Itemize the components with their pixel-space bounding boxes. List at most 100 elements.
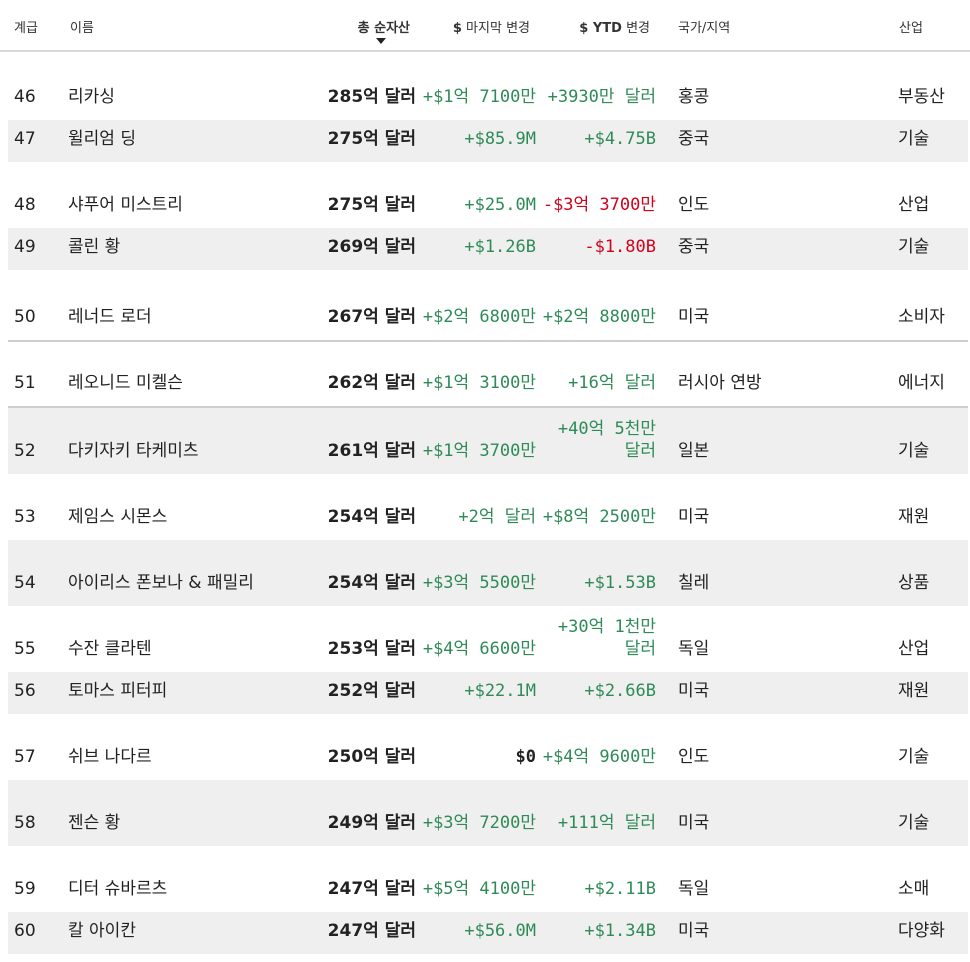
ytd-change-cell: +$4억 9600만 (542, 747, 656, 767)
net-worth-cell: 252억 달러 (327, 681, 416, 701)
industry-cell: 에너지 (898, 373, 945, 393)
country-cell: 미국 (678, 681, 710, 701)
header-ytd-label: 변경 (621, 21, 650, 36)
table-row[interactable]: 60 칼 아이칸 247억 달러 +$56.0M +$1.34B 미국 다양화 (8, 912, 968, 954)
table-row[interactable]: 46 리카싱 285억 달러 +$1억 7100만 +3930만 달러 홍콩 부동산 (8, 54, 968, 120)
rank-cell: 46 (14, 87, 36, 107)
country-cell: 독일 (678, 879, 710, 899)
net-worth-cell: 247억 달러 (327, 921, 416, 941)
last-change-cell: +2억 달러 (458, 507, 536, 527)
net-worth-cell: 247억 달러 (327, 879, 416, 899)
ytd-change-cell: +$1.34B (584, 921, 656, 941)
table-row[interactable]: 59 디터 슈바르츠 247억 달러 +$5억 4100만 +$2.11B 독일 소매 (8, 846, 968, 912)
net-worth-cell: 254억 달러 (327, 573, 416, 593)
name-cell[interactable]: 콜린 황 (68, 237, 121, 257)
last-change-cell: +$22.1M (464, 681, 536, 701)
country-cell: 미국 (678, 307, 710, 327)
rank-cell: 58 (14, 813, 36, 833)
ytd-change-cell: +$2.11B (584, 879, 656, 899)
header-industry[interactable]: 산업 (899, 21, 923, 36)
table-row[interactable]: 52 다키자키 타케미츠 261억 달러 +$1억 3700만 +40억 5천만 달러 일… (8, 406, 968, 474)
table-row[interactable]: 50 레너드 로더 267억 달러 +$2억 6800만 +$2억 8800만 미국 소비자 (8, 270, 968, 340)
net-worth-cell: 250억 달러 (327, 747, 416, 767)
net-worth-cell: 249억 달러 (327, 813, 416, 833)
net-worth-cell: 262억 달러 (327, 373, 416, 393)
header-net-worth[interactable]: 총 순자산 (357, 21, 410, 36)
last-change-cell: +$1.26B (464, 237, 536, 257)
name-cell[interactable]: 리카싱 (68, 87, 115, 107)
ytd-change-cell: +$4.75B (584, 129, 656, 149)
table-body: 46 리카싱 285억 달러 +$1억 7100만 +3930만 달러 홍콩 부동산 47 윌리… (0, 54, 970, 954)
industry-cell: 소매 (898, 879, 930, 899)
name-cell[interactable]: 토마스 피터피 (68, 681, 168, 701)
name-cell[interactable]: 샤푸어 미스트리 (68, 195, 183, 215)
net-worth-cell: 285억 달러 (327, 87, 416, 107)
sort-descending-icon[interactable] (376, 38, 386, 44)
net-worth-cell: 253억 달러 (327, 639, 416, 659)
table-row[interactable]: 49 콜린 황 269억 달러 +$1.26B -$1.80B 중국 기술 (8, 228, 968, 270)
table-row[interactable]: 58 젠슨 황 249억 달러 +$3억 7200만 +111억 달러 미국 기술 (8, 780, 968, 846)
rank-cell: 53 (14, 507, 36, 527)
rank-cell: 60 (14, 921, 36, 941)
table-row[interactable]: 56 토마스 피터피 252억 달러 +$22.1M +$2.66B 미국 재원 (8, 672, 968, 714)
last-change-cell: +$5억 4100만 (422, 879, 536, 899)
rank-cell: 55 (14, 639, 36, 659)
header-last-change-label: 마지막 변경 (461, 21, 530, 36)
country-cell: 미국 (678, 507, 710, 527)
net-worth-cell: 269억 달러 (327, 237, 416, 257)
rank-cell: 47 (14, 129, 36, 149)
header-last-change[interactable]: $ 마지막 변경 (453, 17, 530, 36)
ytd-change-cell: +$8억 2500만 (542, 507, 656, 527)
header-last-change-symbol: $ (452, 21, 462, 36)
country-cell: 일본 (678, 441, 710, 461)
country-cell: 인도 (678, 747, 710, 767)
header-ytd-symbol: $ YTD (579, 21, 622, 36)
name-cell[interactable]: 레오니드 미켈슨 (68, 373, 183, 393)
rank-cell: 54 (14, 573, 36, 593)
name-cell[interactable]: 다키자키 타케미츠 (68, 441, 199, 461)
ytd-change-cell: +30억 1천만 달러 (557, 617, 656, 659)
name-cell[interactable]: 칼 아이칸 (68, 921, 136, 941)
last-change-cell: +$25.0M (464, 195, 536, 215)
rank-cell: 48 (14, 195, 36, 215)
name-cell[interactable]: 수잔 클라텐 (68, 639, 152, 659)
country-cell: 미국 (678, 921, 710, 941)
ytd-change-cell: +3930만 달러 (547, 87, 656, 107)
table-row[interactable]: 55 수잔 클라텐 253억 달러 +$4억 6600만 +30억 1천만 달러 독일 산업 (8, 606, 968, 672)
industry-cell: 기술 (898, 441, 930, 461)
table-row[interactable]: 47 윌리엄 딩 275억 달러 +$85.9M +$4.75B 중국 기술 (8, 120, 968, 162)
header-rank[interactable]: 계급 (14, 21, 38, 36)
rank-cell: 57 (14, 747, 36, 767)
name-cell[interactable]: 레너드 로더 (68, 307, 152, 327)
last-change-cell: +$1억 3700만 (422, 441, 536, 461)
table-row[interactable]: 57 쉬브 나다르 250억 달러 $0 +$4억 9600만 인도 기술 (8, 714, 968, 780)
ytd-change-cell: +111억 달러 (557, 813, 656, 833)
header-ytd-change[interactable]: $ YTD 변경 (579, 17, 650, 36)
name-cell[interactable]: 젠슨 황 (68, 813, 121, 833)
last-change-cell: +$56.0M (464, 921, 536, 941)
net-worth-cell: 254억 달러 (327, 507, 416, 527)
table-row[interactable]: 53 제임스 시몬스 254억 달러 +2억 달러 +$8억 2500만 미국 재원 (8, 474, 968, 540)
ytd-change-cell: +$2억 8800만 (542, 307, 656, 327)
rank-cell: 59 (14, 879, 36, 899)
country-cell: 중국 (678, 129, 710, 149)
name-cell[interactable]: 제임스 시몬스 (68, 507, 168, 527)
header-country[interactable]: 국가/지역 (678, 21, 731, 36)
name-cell[interactable]: 디터 슈바르츠 (68, 879, 168, 899)
table-row[interactable]: 48 샤푸어 미스트리 275억 달러 +$25.0M -$3억 3700만 인도 산업 (8, 162, 968, 228)
country-cell: 미국 (678, 813, 710, 833)
country-cell: 칠레 (678, 573, 710, 593)
country-cell: 독일 (678, 639, 710, 659)
header-name[interactable]: 이름 (70, 21, 94, 36)
name-cell[interactable]: 아이리스 폰보나 & 패밀리 (68, 573, 254, 593)
net-worth-cell: 267억 달러 (327, 307, 416, 327)
table-row[interactable]: 51 레오니드 미켈슨 262억 달러 +$1억 3100만 +16억 달러 러시아 연방… (8, 340, 968, 406)
ytd-change-cell: +16억 달러 (568, 373, 656, 393)
name-cell[interactable]: 윌리엄 딩 (68, 129, 136, 149)
net-worth-cell: 275억 달러 (327, 195, 416, 215)
table-row[interactable]: 54 아이리스 폰보나 & 패밀리 254억 달러 +$3억 5500만 +$1.53B… (8, 540, 968, 606)
last-change-cell: +$1억 7100만 (422, 87, 536, 107)
name-cell[interactable]: 쉬브 나다르 (68, 747, 152, 767)
industry-cell: 소비자 (898, 307, 945, 327)
ytd-change-cell: +$2.66B (584, 681, 656, 701)
